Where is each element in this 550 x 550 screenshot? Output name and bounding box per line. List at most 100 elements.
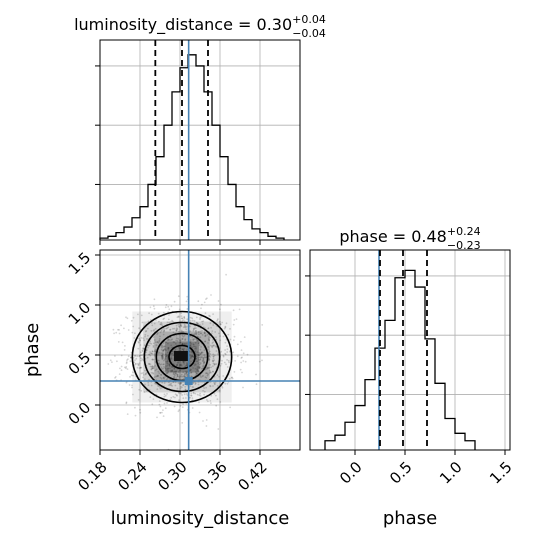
scatter-point: [195, 372, 198, 374]
scatter-truth-marker: [184, 377, 193, 385]
scatter-point: [175, 329, 178, 332]
scatter-point: [193, 320, 196, 322]
scatter-point: [160, 330, 163, 332]
scatter-point: [218, 375, 221, 378]
scatter-point: [179, 349, 181, 352]
scatter-point: [139, 339, 141, 342]
scatter-point: [175, 327, 178, 329]
scatter-point: [200, 315, 203, 318]
scatter-point: [180, 325, 183, 328]
scatter-point: [139, 366, 142, 369]
scatter-point: [223, 361, 226, 364]
x-axis-label-luminosity-distance: luminosity_distance: [111, 508, 290, 529]
scatter-point: [186, 295, 189, 298]
scatter-point: [195, 346, 197, 348]
scatter-point: [189, 340, 192, 343]
scatter-point: [132, 371, 134, 374]
scatter-point: [149, 306, 152, 309]
phase-histogram-grid: [310, 250, 510, 450]
scatter-point: [203, 387, 206, 389]
scatter-point: [184, 325, 186, 328]
scatter-point: [215, 336, 217, 338]
scatter-point: [140, 366, 143, 369]
scatter-point: [137, 347, 140, 350]
scatter-point: [160, 373, 163, 376]
scatter-frame: [99, 249, 301, 451]
scatter-point: [224, 326, 227, 329]
scatter-point: [210, 394, 213, 397]
scatter-point: [159, 364, 161, 366]
scatter-point: [172, 354, 175, 356]
scatter-point: [199, 395, 202, 397]
scatter-point: [185, 325, 188, 328]
scatter-point: [166, 377, 169, 380]
scatter-point: [152, 305, 155, 308]
scatter-point: [152, 344, 155, 347]
scatter-point: [212, 344, 215, 347]
scatter-point: [183, 363, 186, 365]
scatter-point: [212, 313, 215, 315]
scatter-point: [123, 349, 126, 351]
scatter-point: [147, 346, 149, 349]
scatter-point: [176, 316, 179, 319]
scatter-point: [170, 321, 172, 323]
scatter-point: [242, 360, 245, 362]
scatter-point: [183, 320, 186, 323]
scatter-point: [185, 342, 188, 345]
scatter-point: [194, 374, 197, 376]
scatter-point: [126, 359, 128, 361]
scatter-point: [225, 363, 227, 366]
scatter-point: [232, 309, 235, 312]
scatter-point: [167, 326, 170, 329]
scatter-point: [168, 308, 171, 311]
scatter-point: [201, 320, 204, 323]
scatter-point: [165, 378, 168, 381]
scatter-point: [180, 324, 182, 327]
scatter-point: [184, 364, 187, 367]
scatter-point: [158, 351, 161, 354]
scatter-point: [200, 332, 202, 335]
scatter-point: [139, 344, 142, 346]
scatter-point: [158, 339, 161, 342]
scatter-point: [192, 339, 195, 342]
scatter-point: [170, 396, 173, 399]
scatter-point: [156, 332, 159, 334]
scatter-point: [194, 392, 197, 395]
scatter-point: [114, 376, 117, 378]
scatter-point: [203, 362, 205, 364]
scatter-point: [192, 328, 195, 331]
luminosity-distance-histogram-frame: [99, 39, 301, 241]
scatter-point: [199, 317, 202, 319]
scatter-point: [155, 375, 157, 378]
scatter-point: [207, 337, 210, 340]
scatter-point: [212, 357, 215, 360]
scatter-point: [168, 363, 171, 365]
scatter-point: [205, 376, 208, 379]
scatter-point: [212, 341, 215, 343]
scatter-grid: [99, 250, 300, 450]
scatter-point: [183, 323, 186, 326]
scatter-point: [169, 367, 171, 370]
scatter-point: [197, 340, 200, 342]
scatter-point: [168, 364, 171, 367]
scatter-point: [137, 399, 140, 401]
scatter-point: [149, 363, 152, 366]
scatter-point: [158, 359, 160, 362]
scatter-point: [157, 312, 160, 315]
scatter-point: [170, 357, 172, 360]
scatter-point: [147, 327, 149, 330]
scatter-point: [185, 331, 187, 333]
scatter-point: [207, 366, 210, 369]
scatter-point: [212, 360, 214, 363]
scatter-xtick-label-0: 0.18: [74, 458, 110, 494]
scatter-point: [200, 346, 203, 348]
scatter-point: [203, 349, 206, 351]
scatter-point: [194, 371, 197, 373]
scatter-point: [170, 384, 173, 387]
scatter-point: [163, 395, 166, 398]
scatter-point: [209, 371, 212, 373]
scatter-point: [154, 365, 157, 367]
scatter-point: [194, 350, 197, 353]
scatter-point: [212, 324, 215, 326]
scatter-point: [242, 386, 244, 389]
